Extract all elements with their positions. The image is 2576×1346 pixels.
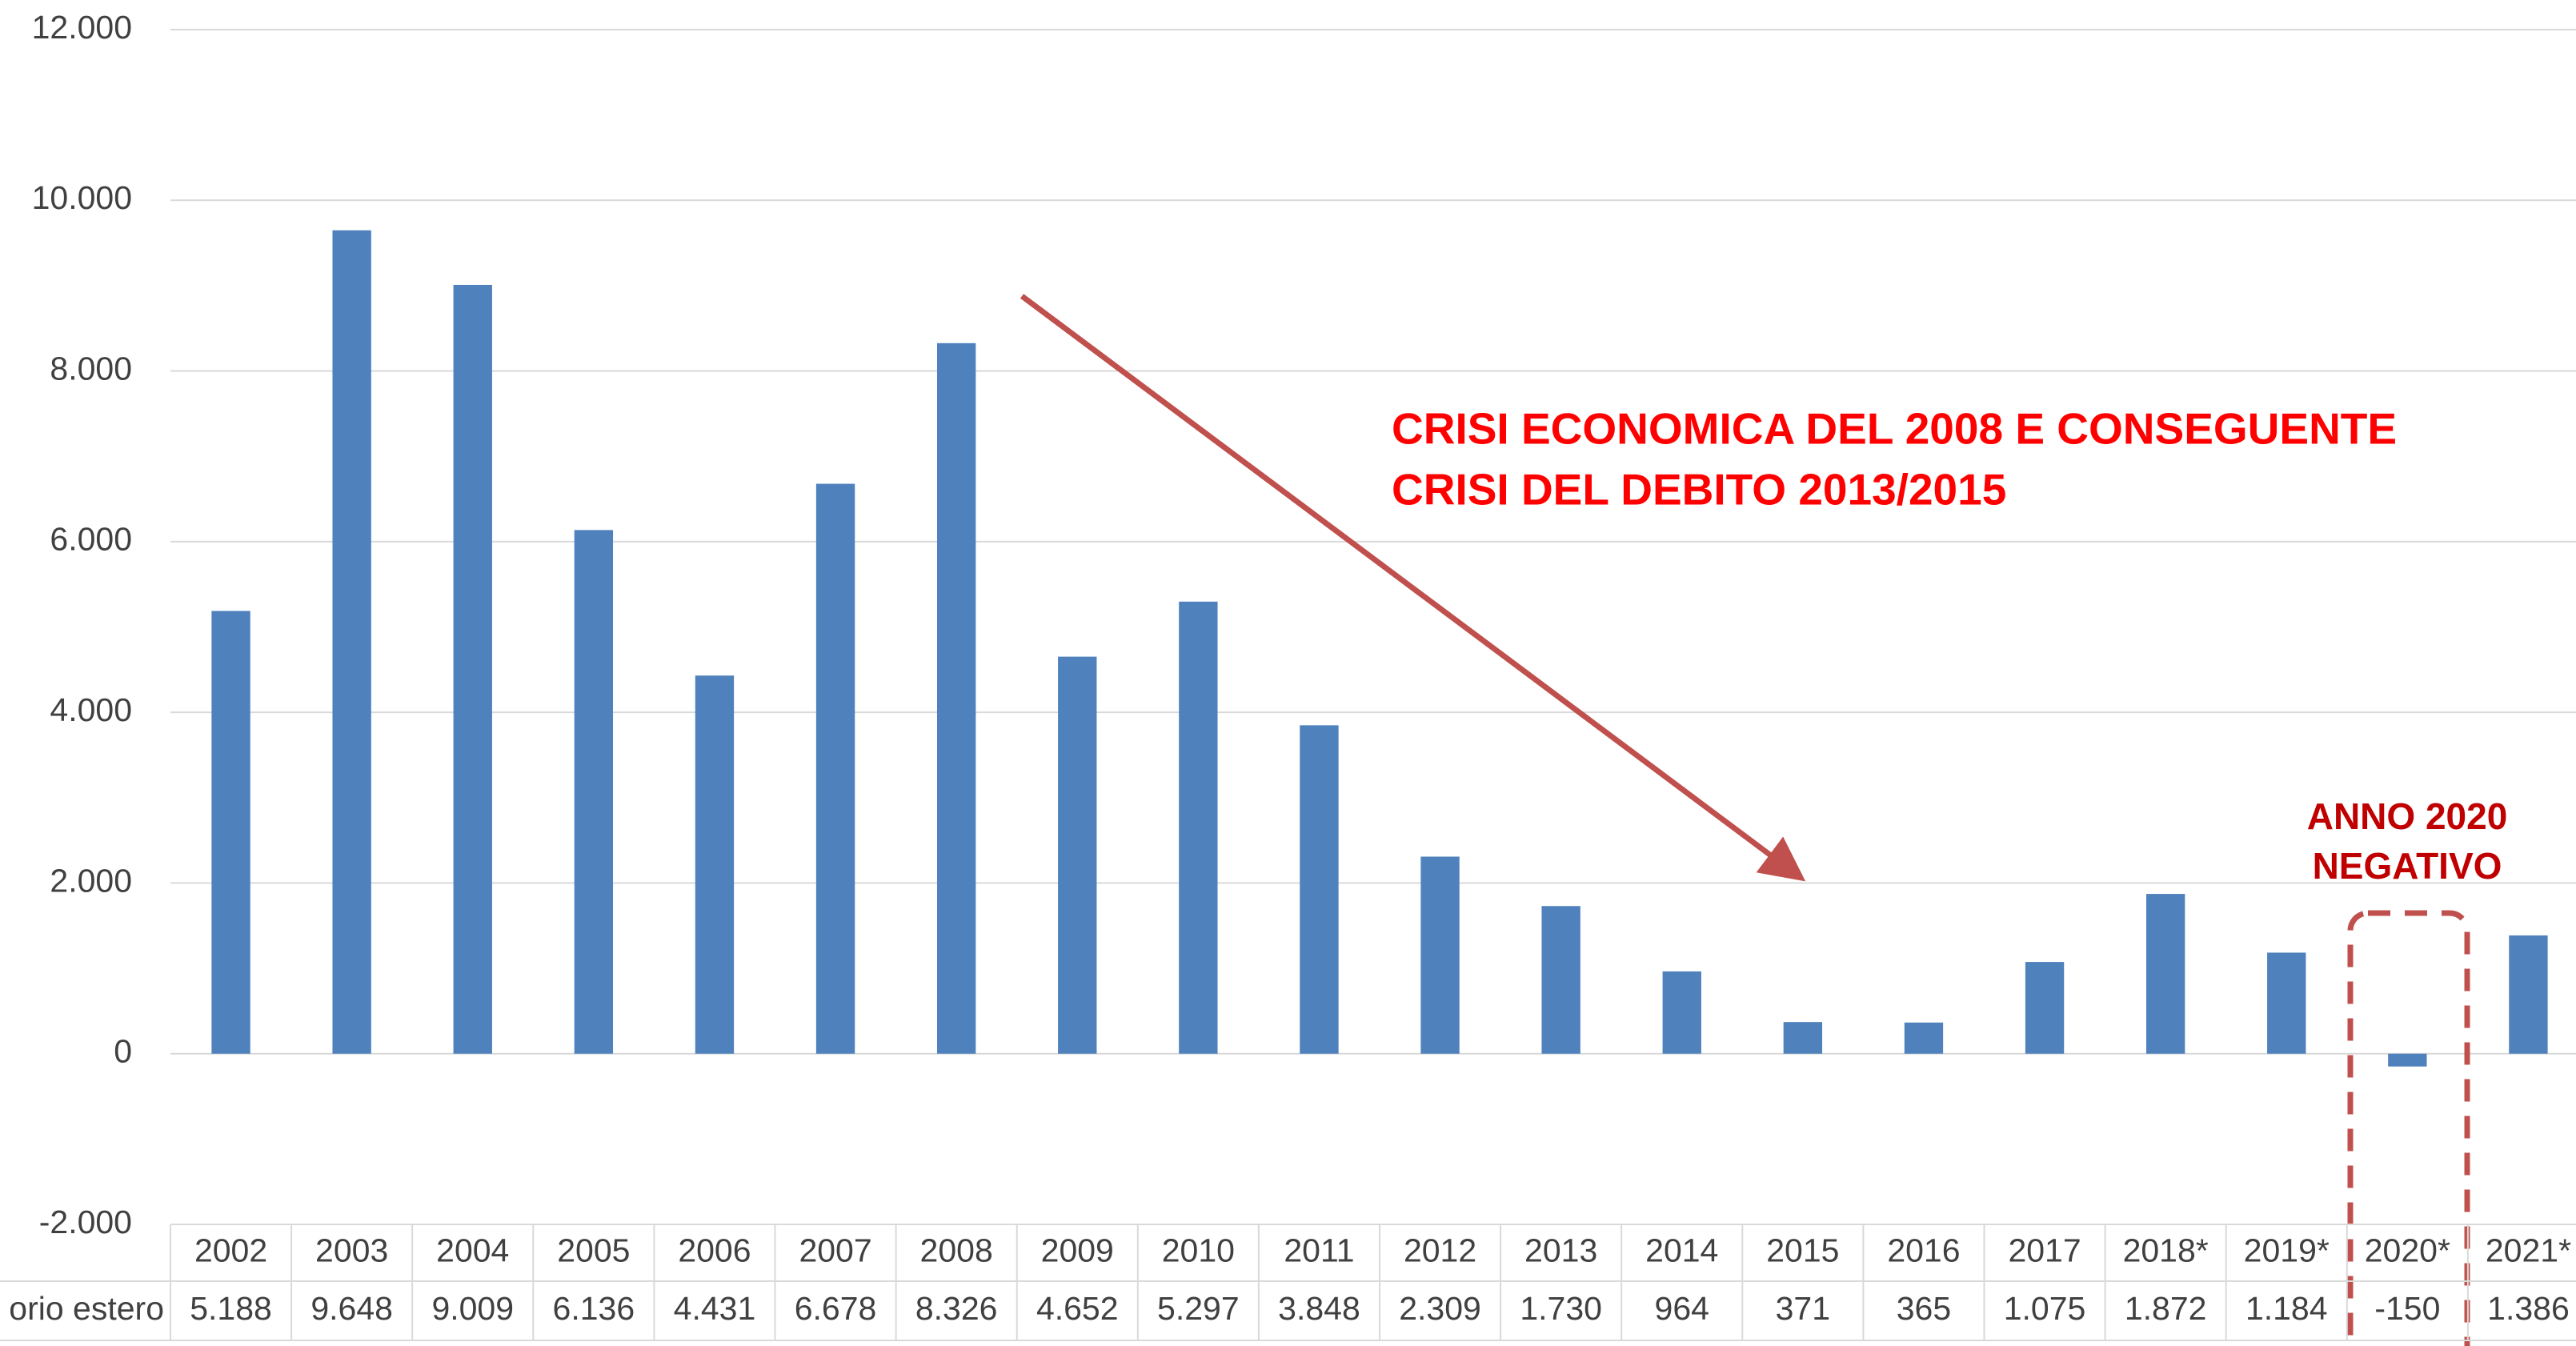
bar bbox=[2025, 962, 2065, 1054]
bar bbox=[1058, 656, 1097, 1054]
x-tick-label: 2008 bbox=[920, 1232, 993, 1268]
value-label: 1.075 bbox=[2004, 1290, 2086, 1327]
y-tick-label: 12.000 bbox=[32, 9, 132, 46]
value-label: 9.009 bbox=[431, 1290, 514, 1327]
bar bbox=[453, 284, 492, 1054]
x-tick-label: 2013 bbox=[1524, 1232, 1597, 1268]
value-label: 964 bbox=[1655, 1290, 1709, 1327]
bar bbox=[1541, 906, 1580, 1054]
bar bbox=[1783, 1022, 1823, 1054]
value-label: 1.386 bbox=[2487, 1290, 2570, 1327]
x-tick-label: 2019* bbox=[2244, 1232, 2330, 1268]
bar bbox=[1179, 601, 1218, 1054]
x-tick-label: 2018* bbox=[2123, 1232, 2209, 1268]
annotation: ANNO 2020 bbox=[2307, 795, 2508, 837]
x-tick-label: 2007 bbox=[799, 1232, 871, 1268]
y-tick-label: 0 bbox=[114, 1033, 132, 1070]
x-tick-label: 2004 bbox=[436, 1232, 509, 1268]
value-label: 6.136 bbox=[553, 1290, 635, 1327]
x-tick-label: 2014 bbox=[1645, 1232, 1718, 1268]
bar bbox=[211, 611, 250, 1054]
row-label: orio estero bbox=[9, 1290, 164, 1327]
value-label: 2.309 bbox=[1399, 1290, 1481, 1327]
x-tick-label: 2005 bbox=[557, 1232, 630, 1268]
bar bbox=[2509, 935, 2548, 1054]
bar bbox=[815, 483, 855, 1054]
x-tick-label: 2012 bbox=[1404, 1232, 1476, 1268]
value-label: 4.431 bbox=[674, 1290, 756, 1327]
y-tick-label: 8.000 bbox=[50, 350, 132, 387]
x-tick-label: 2009 bbox=[1041, 1232, 1114, 1268]
bar bbox=[2388, 1053, 2427, 1067]
annotation: CRISI ECONOMICA DEL 2008 E CONSEGUENTE bbox=[1392, 404, 2397, 454]
x-tick-label: 2015 bbox=[1766, 1232, 1839, 1268]
x-tick-label: 2006 bbox=[678, 1232, 751, 1268]
bar bbox=[1904, 1022, 1944, 1054]
annotation: NEGATIVO bbox=[2313, 845, 2502, 887]
bar bbox=[936, 343, 976, 1054]
value-label: 365 bbox=[1897, 1290, 1951, 1327]
trend-arrow bbox=[1020, 294, 1806, 882]
x-tick-label: 2017 bbox=[2008, 1232, 2081, 1268]
x-tick-label: 2002 bbox=[194, 1232, 267, 1268]
bar bbox=[1420, 856, 1460, 1054]
bar bbox=[1300, 725, 1339, 1054]
value-label: 5.297 bbox=[1157, 1290, 1240, 1327]
x-tick-label: 2010 bbox=[1162, 1232, 1235, 1268]
y-tick-label: 6.000 bbox=[50, 521, 132, 558]
value-label: 371 bbox=[1776, 1290, 1830, 1327]
bar bbox=[695, 675, 735, 1054]
bar bbox=[2267, 952, 2306, 1054]
x-tick-label: 2016 bbox=[1887, 1232, 1960, 1268]
value-label: 1.184 bbox=[2245, 1290, 2328, 1327]
value-label: -150 bbox=[2374, 1290, 2440, 1327]
bar bbox=[1662, 971, 1701, 1054]
bar bbox=[2145, 894, 2185, 1054]
x-tick-label: 2020* bbox=[2365, 1232, 2450, 1268]
x-tick-label: 2011 bbox=[1284, 1232, 1354, 1268]
value-label: 8.326 bbox=[915, 1290, 998, 1327]
annotation: CRISI DEL DEBITO 2013/2015 bbox=[1392, 465, 2006, 515]
bar bbox=[332, 230, 371, 1054]
y-tick-label: 2.000 bbox=[50, 862, 132, 899]
value-label: 4.652 bbox=[1036, 1290, 1119, 1327]
bar bbox=[574, 530, 614, 1054]
y-tick-label: 4.000 bbox=[50, 691, 132, 728]
value-label: 9.648 bbox=[310, 1290, 393, 1327]
value-label: 3.848 bbox=[1278, 1290, 1360, 1327]
highlight-box bbox=[2347, 910, 2470, 1346]
value-label: 1.730 bbox=[1520, 1290, 1602, 1327]
value-label: 5.188 bbox=[190, 1290, 272, 1327]
value-label: 1.872 bbox=[2125, 1290, 2207, 1327]
y-tick-label: -2.000 bbox=[39, 1204, 132, 1240]
x-tick-label: 2021* bbox=[2486, 1232, 2571, 1268]
value-label: 6.678 bbox=[795, 1290, 877, 1327]
x-tick-label: 2003 bbox=[315, 1232, 388, 1268]
y-tick-label: 10.000 bbox=[32, 179, 132, 216]
